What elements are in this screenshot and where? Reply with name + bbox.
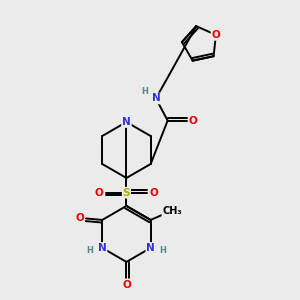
Text: S: S xyxy=(123,188,130,198)
Text: N: N xyxy=(146,243,155,253)
Text: O: O xyxy=(75,214,84,224)
Text: H: H xyxy=(141,87,148,96)
Text: N: N xyxy=(152,94,160,103)
Text: O: O xyxy=(149,188,158,198)
Text: N: N xyxy=(122,117,131,127)
Text: H: H xyxy=(160,246,167,255)
Text: O: O xyxy=(189,116,198,126)
Text: N: N xyxy=(98,243,106,253)
Text: O: O xyxy=(212,30,220,40)
Text: O: O xyxy=(122,280,131,290)
Text: O: O xyxy=(95,188,104,198)
Text: CH₃: CH₃ xyxy=(162,206,182,216)
Text: H: H xyxy=(86,246,93,255)
